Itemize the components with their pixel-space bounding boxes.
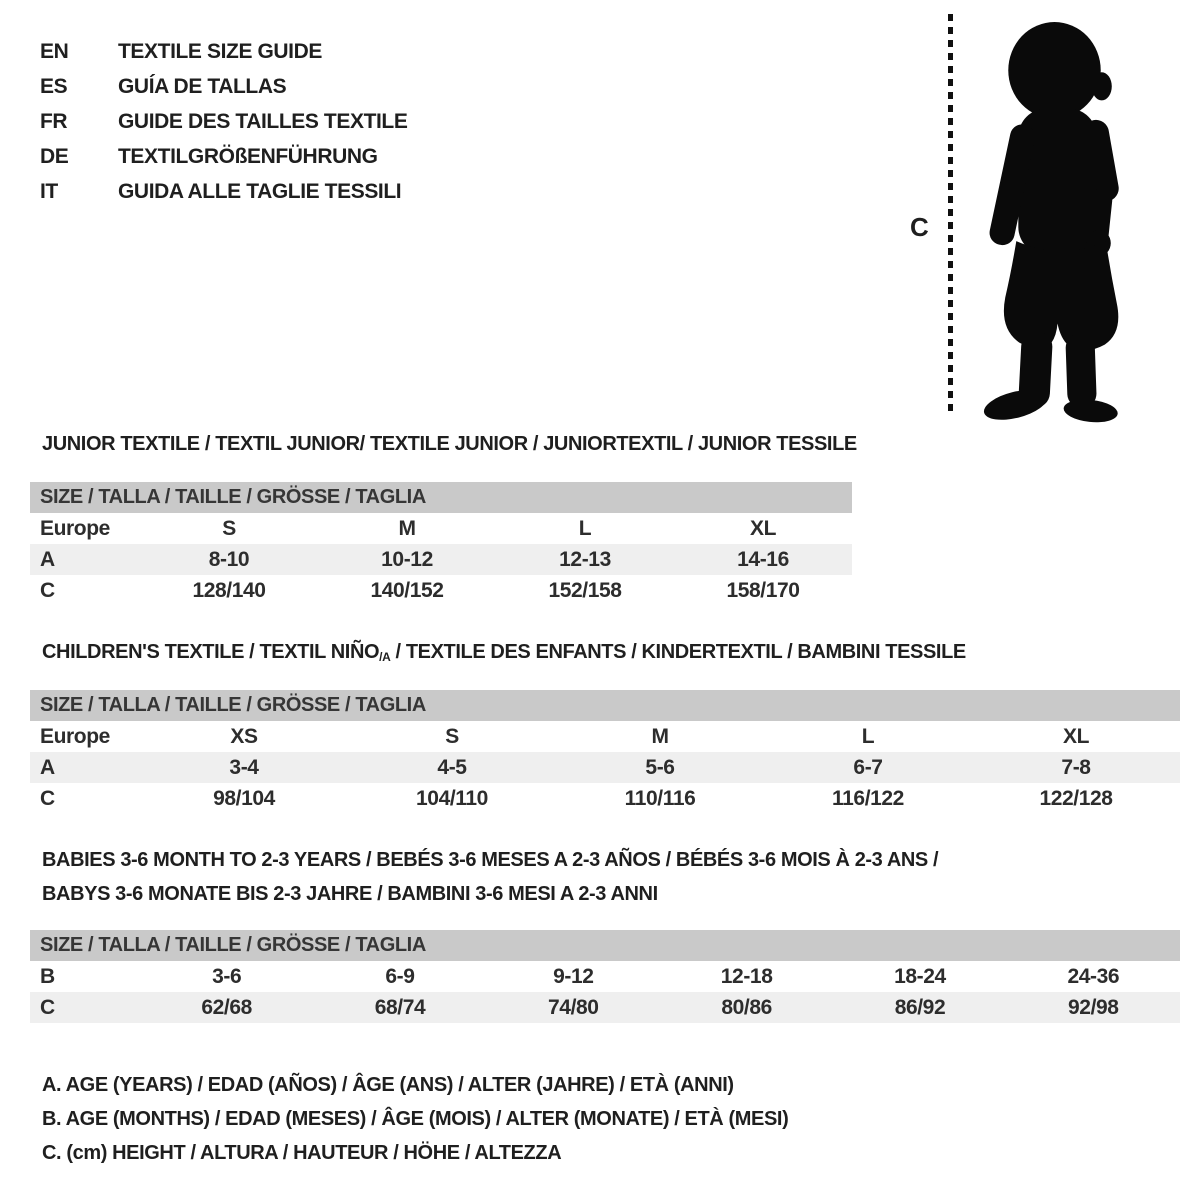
size-cell: S (445, 725, 459, 748)
babies-title-line1: BABIES 3-6 MONTH TO 2-3 YEARS / BEBÉS 3-… (42, 849, 939, 871)
height-cell: 68/74 (374, 996, 426, 1019)
height-cell: 62/68 (201, 996, 252, 1019)
age-cell: 3-4 (229, 756, 259, 779)
table-row-height: C 128/140 140/152 152/158 158/170 (30, 575, 852, 606)
row-label: A (40, 756, 55, 779)
height-cell: 116/122 (832, 787, 904, 810)
language-row-fr: FR GUIDE DES TAILLES TEXTILE (40, 104, 408, 139)
height-cell: 140/152 (370, 579, 444, 602)
height-cell: 128/140 (192, 579, 266, 602)
language-label: GUIDA ALLE TAGLIE TESSILI (118, 180, 402, 203)
age-cell: 3-6 (212, 965, 242, 988)
row-label: C (40, 996, 55, 1019)
row-label: Europe (40, 517, 110, 540)
language-code: DE (40, 145, 69, 168)
height-cell: 86/92 (894, 996, 946, 1019)
children-title-post: / TEXTILE DES ENFANTS / KINDERTEXTIL / B… (390, 641, 967, 663)
language-code: FR (40, 110, 68, 133)
junior-size-table: SIZE / TALLA / TAILLE / GRÖSSE / TAGLIA … (30, 482, 852, 606)
children-section-title: CHILDREN'S TEXTILE / TEXTIL NIÑO/A / TEX… (42, 641, 966, 664)
height-measure-dashed-line (948, 14, 953, 416)
size-cell: S (222, 517, 236, 540)
age-cell: 14-16 (737, 548, 789, 571)
babies-title-line2: BABYS 3-6 MONATE BIS 2-3 JAHRE / BAMBINI… (42, 883, 658, 905)
language-label: GUIDE DES TAILLES TEXTILE (118, 110, 408, 133)
table-row-europe: Europe S M L XL (30, 513, 852, 544)
children-size-table: SIZE / TALLA / TAILLE / GRÖSSE / TAGLIA … (30, 690, 1180, 814)
row-label: C (40, 579, 55, 602)
age-cell: 8-10 (208, 548, 250, 571)
language-list: EN TEXTILE SIZE GUIDE ES GUÍA DE TALLAS … (40, 34, 408, 209)
size-header-band: SIZE / TALLA / TAILLE / GRÖSSE / TAGLIA (30, 482, 852, 513)
children-title-pre: CHILDREN'S TEXTILE / TEXTIL NIÑO (42, 641, 380, 663)
size-cell: XL (749, 517, 777, 540)
size-cell: L (861, 725, 875, 748)
size-cell: L (578, 517, 592, 540)
toddler-silhouette (983, 22, 1119, 423)
height-cell: 122/128 (1039, 787, 1113, 810)
table-row-height: C 62/68 68/74 74/80 80/86 86/92 92/98 (30, 992, 1180, 1023)
footnote-b: B. AGE (MONTHS) / EDAD (MESES) / ÂGE (MO… (42, 1108, 789, 1130)
language-label: TEXTILGRÖßENFÜHRUNG (118, 145, 378, 168)
babies-size-table: SIZE / TALLA / TAILLE / GRÖSSE / TAGLIA … (30, 930, 1180, 1023)
table-row-age: A 8-10 10-12 12-13 14-16 (30, 544, 852, 575)
age-cell: 5-6 (645, 756, 675, 779)
height-cell: 158/170 (726, 579, 800, 602)
age-cell: 10-12 (381, 548, 433, 571)
size-cell: XL (1062, 725, 1090, 748)
language-row-es: ES GUÍA DE TALLAS (40, 69, 407, 104)
height-measure-label: C (910, 212, 929, 242)
age-cell: 12-18 (720, 965, 773, 988)
language-code: IT (40, 180, 58, 203)
size-cell: M (651, 725, 669, 748)
language-label: TEXTILE SIZE GUIDE (118, 40, 322, 63)
age-cell: 9-12 (553, 965, 594, 988)
height-cell: 92/98 (1068, 996, 1119, 1019)
size-cell: M (398, 517, 416, 540)
age-cell: 4-5 (437, 756, 467, 779)
footnote-a: A. AGE (YEARS) / EDAD (AÑOS) / ÂGE (ANS)… (42, 1074, 734, 1096)
row-label: C (40, 787, 55, 810)
height-cell: 80/86 (721, 996, 772, 1019)
size-cell: XS (230, 725, 258, 748)
language-label: GUÍA DE TALLAS (118, 75, 287, 98)
children-title-sub: /A (379, 650, 391, 664)
footnotes: A. AGE (YEARS) / EDAD (AÑOS) / ÂGE (ANS)… (42, 1068, 789, 1170)
size-header-band: SIZE / TALLA / TAILLE / GRÖSSE / TAGLIA (30, 930, 1180, 961)
age-cell: 12-13 (559, 548, 611, 571)
junior-section-title: JUNIOR TEXTILE / TEXTIL JUNIOR/ TEXTILE … (42, 433, 857, 455)
age-cell: 6-9 (385, 965, 415, 988)
table-row-age: A 3-4 4-5 5-6 6-7 7-8 (30, 752, 1180, 783)
table-row-europe: Europe XS S M L XL (30, 721, 1180, 752)
height-cell: 104/110 (416, 787, 488, 810)
table-row-height: C 98/104 104/110 110/116 116/122 122/128 (30, 783, 1180, 814)
height-cell: 98/104 (213, 787, 275, 810)
row-label: Europe (40, 725, 110, 748)
table-row-age-months: B 3-6 6-9 9-12 12-18 18-24 24-36 (30, 961, 1180, 992)
age-cell: 7-8 (1061, 756, 1091, 779)
height-cell: 152/158 (548, 579, 622, 602)
language-code: EN (40, 40, 69, 63)
height-cell: 74/80 (548, 996, 599, 1019)
row-label: B (40, 965, 55, 988)
language-row-en: EN TEXTILE SIZE GUIDE (40, 34, 407, 69)
footnote-c: C. (cm) HEIGHT / ALTURA / HAUTEUR / HÖHE… (42, 1142, 562, 1164)
language-row-de: DE TEXTILGRÖßENFÜHRUNG (40, 139, 407, 174)
size-header-band: SIZE / TALLA / TAILLE / GRÖSSE / TAGLIA (30, 690, 1180, 721)
language-row-it: IT GUIDA ALLE TAGLIE TESSILI (40, 174, 407, 209)
height-cell: 110/116 (624, 787, 696, 810)
age-cell: 18-24 (894, 965, 946, 988)
age-cell: 24-36 (1067, 965, 1120, 988)
age-cell: 6-7 (853, 756, 883, 779)
language-code: ES (40, 75, 68, 98)
row-label: A (40, 548, 55, 571)
babies-section-title: BABIES 3-6 MONTH TO 2-3 YEARS / BEBÉS 3-… (42, 843, 939, 911)
